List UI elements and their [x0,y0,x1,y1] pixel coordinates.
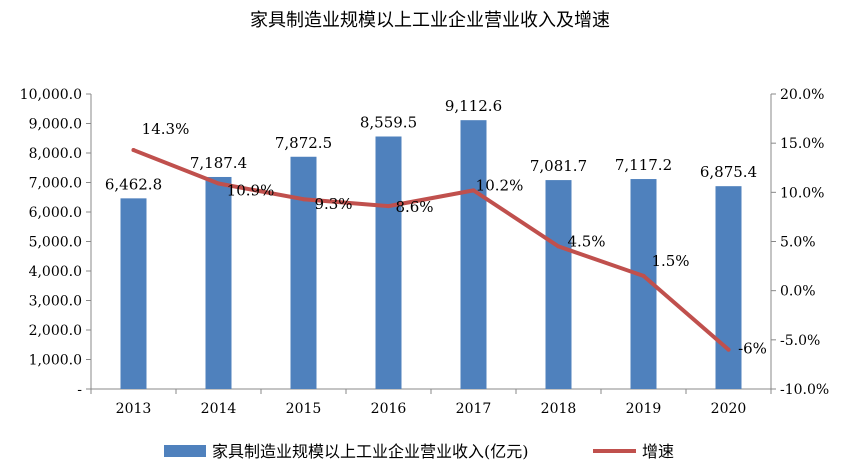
x-axis-tick-label: 2015 [286,401,322,417]
growth-data-label: -6% [738,340,767,358]
chart-title: 家具制造业规模以上工业企业营业收入及增速 [250,10,610,31]
x-axis-tick-label: 2019 [626,401,662,417]
x-axis-tick-label: 2020 [711,401,747,417]
left-axis-tick-label: 3,000.0 [29,294,82,310]
left-axis-tick-label: 4,000.0 [29,264,82,280]
growth-data-label: 9.3% [314,195,352,213]
growth-line [131,148,731,352]
x-axis-tick-label: 2017 [456,401,492,417]
right-axis-tick-label: 15.0% [780,136,824,152]
growth-data-label: 1.5% [651,252,689,270]
bar-data-label: 6,875.4 [700,163,757,181]
growth-data-label: 14.3% [142,120,190,138]
right-axis-tick-label: -10.0% [780,382,829,398]
growth-data-label: 8.6% [395,198,433,216]
bar [545,180,572,389]
growth-data-label: 10.2% [476,176,524,194]
left-axis-tick-label: 7,000.0 [29,176,82,192]
right-axis-tick-label: 10.0% [780,185,824,201]
left-axis-tick-label: - [77,382,82,398]
legend-label-revenue: 家具制造业规模以上工业企业营业收入(亿元) [212,442,529,461]
right-axis-tick-label: 0.0% [780,284,816,300]
growth-point [471,188,476,193]
right-axis-tick-label: 5.0% [780,235,816,251]
left-axis-tick-label: 6,000.0 [29,205,82,221]
legend-label-growth: 增速 [642,442,674,461]
growth-point [216,181,221,186]
growth-point [131,148,136,153]
bar [120,198,147,389]
growth-data-label: 4.5% [567,232,605,250]
bar [460,120,487,390]
growth-point [301,197,306,202]
bar-data-label: 7,187.4 [190,154,247,172]
bar [205,176,232,389]
right-axis-tick-label: -5.0% [780,333,820,349]
bar [375,136,402,389]
bar [290,156,317,389]
growth-point [386,204,391,209]
bar-data-label: 8,559.5 [360,113,417,131]
left-axis-tick-label: 2,000.0 [29,323,82,339]
growth-point [641,273,646,278]
left-axis-tick-label: 10,000.0 [20,87,82,103]
growth-point [556,244,561,249]
x-axis-tick-label: 2013 [116,401,152,417]
bar-data-label: 7,872.5 [275,134,332,152]
bar [715,186,742,389]
growth-data-label: 10.9% [227,181,275,199]
bar-data-label: 7,081.7 [530,157,587,175]
bar-data-label: 6,462.8 [105,175,162,193]
bar-data-label: 7,117.2 [615,156,672,174]
legend-swatch-revenue [164,445,206,457]
x-axis-tick-label: 2018 [541,401,577,417]
right-axis-tick-label: 20.0% [780,87,824,103]
left-axis-tick-label: 5,000.0 [29,235,82,251]
x-axis-tick-label: 2014 [201,401,237,417]
left-axis-tick-label: 1,000.0 [29,353,82,369]
bar-data-label: 9,112.6 [445,97,502,115]
x-axis-tick-label: 2016 [371,401,407,417]
left-axis-tick-label: 8,000.0 [29,146,82,162]
left-axis-tick-label: 9,000.0 [29,117,82,133]
growth-point [726,347,731,352]
